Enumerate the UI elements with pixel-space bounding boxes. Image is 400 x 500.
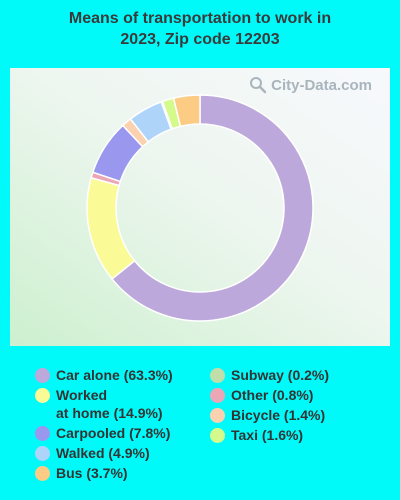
legend-label: Bicycle (1.4%) [231,407,326,423]
legend-label: Carpooled (7.8%) [56,425,171,441]
legend-item: Bus (3.7%) [35,464,128,482]
legend-swatch [210,428,225,443]
donut-slice-8 [172,94,201,128]
legend-swatch [210,388,225,403]
donut-slice-0 [110,94,314,322]
chart-title-line-2: 2023, Zip code 12203 [120,31,280,48]
donut-slice-1 [86,176,136,280]
legend-item: Carpooled (7.8%) [35,424,170,442]
legend-item: Worked at home (14.9%) [35,386,163,422]
legend-swatch [210,408,225,423]
legend-item: Walked (4.9%) [35,444,150,462]
legend-item: Car alone (63.3%) [35,366,173,384]
legend: Car alone (63.3%) Worked at home (14.9%) C… [0,366,400,486]
watermark: City-Data.com [249,76,372,94]
legend-swatch [35,466,50,481]
magnifier-icon [250,77,267,94]
chart-title-line-1: Means of transportation to work in [68,10,332,27]
legend-swatch [35,426,50,441]
legend-item: Bicycle (1.4%) [210,406,325,424]
legend-label: Taxi (1.6%) [231,427,304,443]
legend-label: Bus (3.7%) [56,465,128,481]
legend-item: Other (0.8%) [210,386,313,404]
legend-label: Car alone (63.3%) [56,367,173,383]
plot-panel: City-Data.com [10,68,390,346]
legend-swatch [210,368,225,383]
legend-label: Worked at home (14.9%) [56,387,163,421]
legend-label: Other (0.8%) [231,387,314,403]
donut-chart [86,94,314,322]
legend-swatch [35,368,50,383]
legend-swatch [35,388,50,403]
legend-swatch [35,446,50,461]
legend-label: Subway (0.2%) [231,367,330,383]
legend-label: Walked (4.9%) [56,445,150,461]
chart-title: Means of transportation to work in 2023,… [0,8,400,50]
legend-item: Taxi (1.6%) [210,426,303,444]
legend-item: Subway (0.2%) [210,366,329,384]
watermark-text: City-Data.com [271,76,372,94]
